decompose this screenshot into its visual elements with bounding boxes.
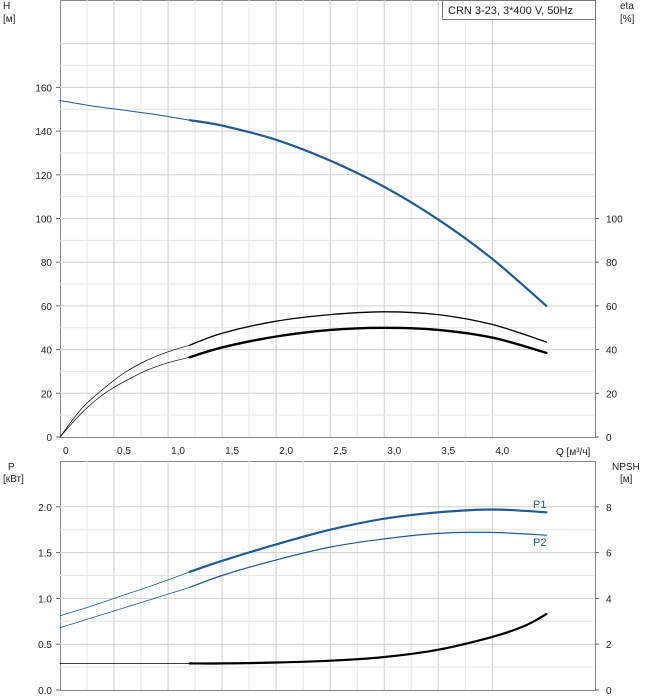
right-tick-label: 60 (606, 302, 618, 313)
left-tick-label: 0 (46, 433, 52, 444)
series-label-p1: P1 (533, 499, 546, 511)
x-tick-label: 1,5 (225, 446, 239, 457)
left-tick-label: 1.5 (38, 549, 52, 560)
left-tick-label: 2.0 (38, 503, 52, 514)
x-tick-label: 4,0 (495, 446, 509, 457)
top-curves (59, 100, 548, 438)
bottom-right-label-unit: [м] (620, 474, 633, 485)
top-left-label-h: H (3, 1, 10, 12)
x-tick-label: 3,5 (441, 446, 455, 457)
right-tick-label: 0 (606, 433, 612, 444)
top-right-label-eta: eta (620, 1, 634, 12)
curve-p1 (188, 508, 548, 573)
right-tick-label: 4 (606, 594, 612, 605)
x-tick-label: 2,0 (279, 446, 293, 457)
x-tick-label: 1,0 (171, 446, 185, 457)
right-tick-label: 0 (606, 686, 612, 697)
top-left-label-unit: [м] (3, 14, 16, 25)
curve-eta-upper (189, 311, 548, 346)
right-tick-label: 80 (606, 258, 618, 269)
bottom-left-label-unit: [кВт] (3, 474, 24, 485)
curve-eta-lower (188, 326, 548, 359)
left-tick-label: 100 (35, 215, 52, 226)
curve-npsh (188, 612, 548, 665)
top-right-label-unit: [%] (620, 14, 635, 25)
right-tick-label: 8 (606, 503, 612, 514)
x-axis-label: Q [м³/ч] (556, 447, 591, 458)
left-tick-label: 1.0 (38, 594, 52, 605)
curve-p2 (189, 531, 547, 588)
bottom-left-label-p: P (8, 462, 15, 473)
curve-p1-thin (59, 571, 191, 617)
bottom-curves (59, 508, 548, 665)
left-tick-label: 0.5 (38, 640, 52, 651)
right-tick-label: 6 (606, 549, 612, 560)
series-label-p2: P2 (533, 537, 546, 549)
x-tick-label: 0,5 (117, 446, 131, 457)
bottom-tick-labels: 0.0 0.5 1.0 1.5 2.0 0 2 4 6 8 (38, 503, 612, 697)
left-tick-label: 20 (41, 389, 53, 400)
bottom-grid (60, 461, 595, 690)
left-tick-label: 0.0 (38, 686, 52, 697)
top-grid (60, 0, 595, 437)
bottom-right-label-npsh: NPSH (612, 462, 640, 473)
left-tick-label: 40 (41, 346, 53, 357)
right-tick-label: 40 (606, 346, 618, 357)
right-tick-label: 20 (606, 389, 618, 400)
top-tick-labels: 0 20 40 60 80 100 120 140 160 0 20 40 60 80 100 0 0,5 1,0… (35, 83, 623, 457)
left-tick-label: 80 (41, 258, 53, 269)
right-tick-label: 2 (606, 640, 612, 651)
left-tick-label: 160 (35, 83, 52, 94)
curve-p2-thin (59, 587, 191, 629)
curve-h (188, 119, 548, 307)
left-tick-label: 120 (35, 171, 52, 182)
x-tick-label: 2,5 (333, 446, 347, 457)
legend-text: CRN 3-23, 3*400 V, 50Hz (448, 5, 573, 17)
left-tick-label: 140 (35, 127, 52, 138)
x-tick-label: 3,0 (387, 446, 401, 457)
legend-box (442, 0, 596, 20)
curve-eta-upper-thin (59, 344, 191, 438)
x-tick-label: 0 (63, 446, 69, 457)
curve-h-thin (59, 100, 191, 121)
curve-eta-lower-thin (59, 356, 191, 438)
left-tick-label: 60 (41, 302, 53, 313)
right-tick-label: 100 (606, 215, 623, 226)
